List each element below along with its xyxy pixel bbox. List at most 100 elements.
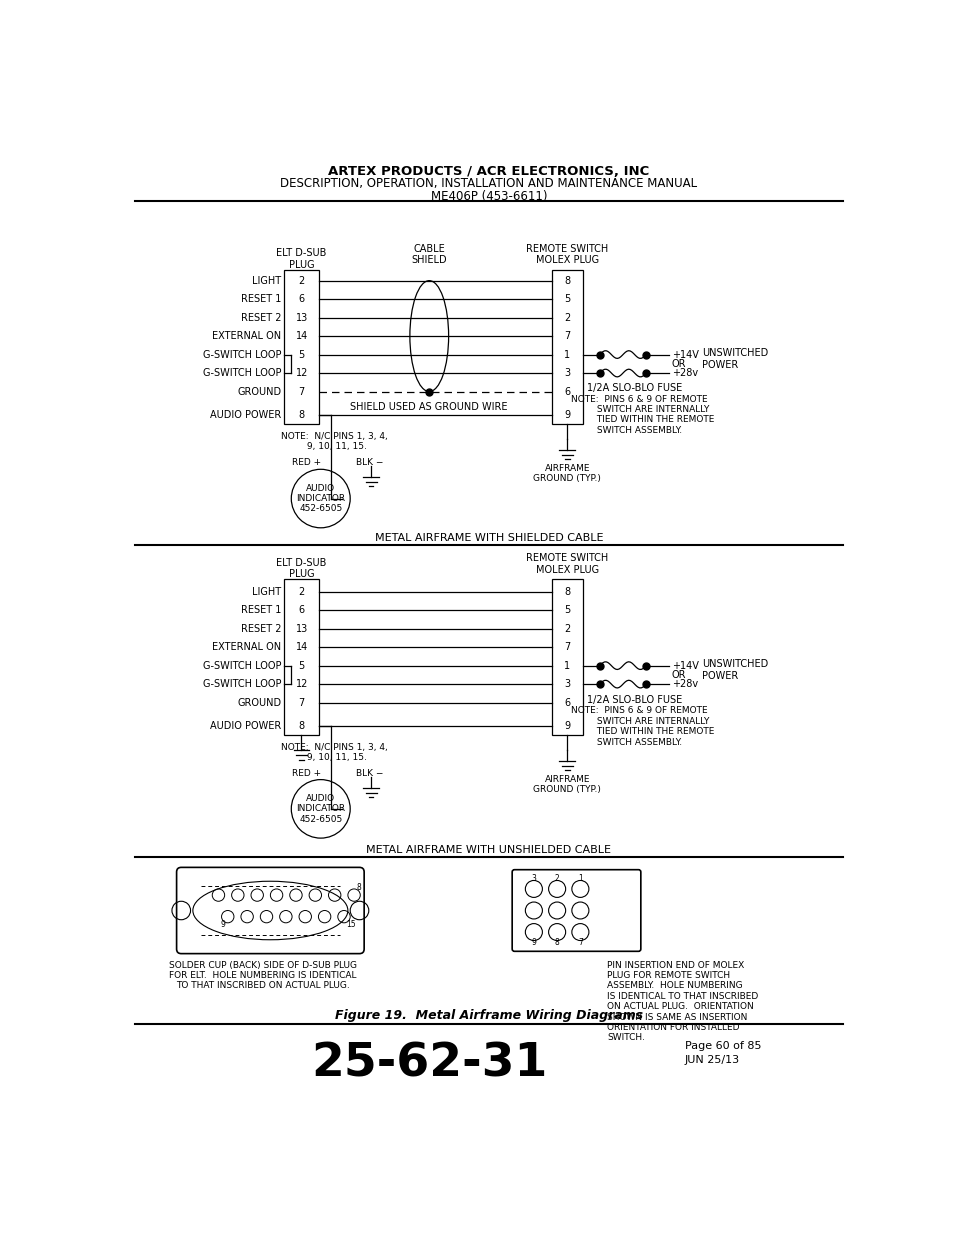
Text: 8: 8 bbox=[298, 410, 305, 420]
Text: 13: 13 bbox=[295, 624, 308, 634]
Text: RESET 1: RESET 1 bbox=[240, 294, 281, 304]
Text: Figure 19.  Metal Airframe Wiring Diagrams: Figure 19. Metal Airframe Wiring Diagram… bbox=[335, 1009, 642, 1023]
Text: 1: 1 bbox=[563, 661, 570, 671]
Text: 12: 12 bbox=[295, 368, 308, 378]
Text: 14: 14 bbox=[295, 331, 308, 341]
Text: AUDIO POWER: AUDIO POWER bbox=[210, 410, 281, 420]
Text: RESET 2: RESET 2 bbox=[240, 312, 281, 322]
Text: BLK −: BLK − bbox=[355, 458, 382, 467]
Text: 5: 5 bbox=[298, 350, 305, 359]
Text: 7: 7 bbox=[578, 937, 582, 946]
Text: 1: 1 bbox=[563, 350, 570, 359]
Text: GROUND: GROUND bbox=[237, 387, 281, 396]
Text: 5: 5 bbox=[563, 294, 570, 304]
Text: 2: 2 bbox=[298, 587, 305, 597]
Text: 6: 6 bbox=[563, 698, 570, 708]
Text: 13: 13 bbox=[295, 312, 308, 322]
Text: CABLE
SHIELD: CABLE SHIELD bbox=[411, 243, 447, 266]
Text: +28v: +28v bbox=[671, 368, 698, 378]
Text: RESET 2: RESET 2 bbox=[240, 624, 281, 634]
Text: 15: 15 bbox=[346, 920, 355, 929]
Text: 3: 3 bbox=[531, 874, 536, 883]
Text: OR: OR bbox=[671, 359, 685, 369]
Text: NOTE:  N/C PINS 1, 3, 4,
         9, 10, 11, 15.: NOTE: N/C PINS 1, 3, 4, 9, 10, 11, 15. bbox=[281, 742, 388, 762]
Text: 14: 14 bbox=[295, 642, 308, 652]
Text: 9: 9 bbox=[563, 410, 570, 420]
Text: 8: 8 bbox=[563, 587, 570, 597]
Text: ELT D-SUB
PLUG: ELT D-SUB PLUG bbox=[276, 248, 326, 270]
Text: 9: 9 bbox=[220, 920, 225, 929]
Text: +14V: +14V bbox=[671, 350, 698, 359]
Text: +28v: +28v bbox=[671, 679, 698, 689]
Text: 5: 5 bbox=[298, 661, 305, 671]
Text: 12: 12 bbox=[295, 679, 308, 689]
Text: ARTEX PRODUCTS / ACR ELECTRONICS, INC: ARTEX PRODUCTS / ACR ELECTRONICS, INC bbox=[328, 165, 649, 178]
Text: 25-62-31: 25-62-31 bbox=[311, 1041, 547, 1087]
Text: EXTERNAL ON: EXTERNAL ON bbox=[212, 331, 281, 341]
Text: G-SWITCH LOOP: G-SWITCH LOOP bbox=[202, 350, 281, 359]
Text: 2: 2 bbox=[298, 275, 305, 285]
Text: GROUND: GROUND bbox=[237, 698, 281, 708]
Text: EXTERNAL ON: EXTERNAL ON bbox=[212, 642, 281, 652]
Text: NOTE:  PINS 6 & 9 OF REMOTE
         SWITCH ARE INTERNALLY
         TIED WITHIN : NOTE: PINS 6 & 9 OF REMOTE SWITCH ARE IN… bbox=[571, 395, 714, 435]
Text: 3: 3 bbox=[563, 679, 570, 689]
Text: 3: 3 bbox=[563, 368, 570, 378]
Text: JUN 25/13: JUN 25/13 bbox=[684, 1055, 740, 1066]
Text: UNSWITCHED
POWER: UNSWITCHED POWER bbox=[701, 348, 767, 370]
Text: METAL AIRFRAME WITH UNSHIELDED CABLE: METAL AIRFRAME WITH UNSHIELDED CABLE bbox=[366, 845, 611, 855]
Text: ME406P (453-6611): ME406P (453-6611) bbox=[430, 190, 547, 203]
Text: Page 60 of 85: Page 60 of 85 bbox=[684, 1041, 760, 1051]
Text: 8: 8 bbox=[356, 883, 361, 892]
Text: 6: 6 bbox=[298, 605, 305, 615]
Text: 2: 2 bbox=[563, 312, 570, 322]
Text: BLK −: BLK − bbox=[355, 769, 382, 778]
Text: PIN INSERTION END OF MOLEX
PLUG FOR REMOTE SWITCH
ASSEMBLY.  HOLE NUMBERING
IS I: PIN INSERTION END OF MOLEX PLUG FOR REMO… bbox=[607, 961, 758, 1042]
Text: RED +: RED + bbox=[292, 458, 320, 467]
Bar bbox=[551, 579, 582, 735]
Text: 7: 7 bbox=[563, 642, 570, 652]
Text: 1/2A SLO-BLO FUSE: 1/2A SLO-BLO FUSE bbox=[586, 695, 681, 705]
Bar bbox=[551, 270, 582, 424]
Text: ELT D-SUB
PLUG: ELT D-SUB PLUG bbox=[276, 558, 326, 579]
Text: 8: 8 bbox=[554, 937, 558, 946]
Text: 7: 7 bbox=[298, 387, 305, 396]
Text: G-SWITCH LOOP: G-SWITCH LOOP bbox=[202, 368, 281, 378]
Text: LIGHT: LIGHT bbox=[252, 587, 281, 597]
Text: 7: 7 bbox=[563, 331, 570, 341]
Text: REMOTE SWITCH
MOLEX PLUG: REMOTE SWITCH MOLEX PLUG bbox=[525, 243, 608, 266]
Text: 6: 6 bbox=[563, 387, 570, 396]
Text: NOTE:  PINS 6 & 9 OF REMOTE
         SWITCH ARE INTERNALLY
         TIED WITHIN : NOTE: PINS 6 & 9 OF REMOTE SWITCH ARE IN… bbox=[571, 706, 714, 747]
Text: 7: 7 bbox=[298, 698, 305, 708]
Text: 1/2A SLO-BLO FUSE: 1/2A SLO-BLO FUSE bbox=[586, 383, 681, 393]
Bar bbox=[284, 270, 319, 424]
Text: DESCRIPTION, OPERATION, INSTALLATION AND MAINTENANCE MANUAL: DESCRIPTION, OPERATION, INSTALLATION AND… bbox=[280, 178, 697, 190]
Text: OR: OR bbox=[671, 669, 685, 680]
Text: SHIELD USED AS GROUND WIRE: SHIELD USED AS GROUND WIRE bbox=[350, 403, 507, 412]
Text: 8: 8 bbox=[563, 275, 570, 285]
Text: LIGHT: LIGHT bbox=[252, 275, 281, 285]
Text: 2: 2 bbox=[563, 624, 570, 634]
Text: AIRFRAME
GROUND (TYP.): AIRFRAME GROUND (TYP.) bbox=[533, 776, 600, 794]
Text: SOLDER CUP (BACK) SIDE OF D-SUB PLUG
FOR ELT.  HOLE NUMBERING IS IDENTICAL
TO TH: SOLDER CUP (BACK) SIDE OF D-SUB PLUG FOR… bbox=[169, 961, 356, 990]
Text: RESET 1: RESET 1 bbox=[240, 605, 281, 615]
Text: NOTE:  N/C PINS 1, 3, 4,
         9, 10, 11, 15.: NOTE: N/C PINS 1, 3, 4, 9, 10, 11, 15. bbox=[281, 431, 388, 451]
Text: 6: 6 bbox=[298, 294, 305, 304]
Text: 9: 9 bbox=[531, 937, 536, 946]
Text: 8: 8 bbox=[298, 721, 305, 731]
Text: 5: 5 bbox=[563, 605, 570, 615]
Text: UNSWITCHED
POWER: UNSWITCHED POWER bbox=[701, 659, 767, 680]
Text: AUDIO POWER: AUDIO POWER bbox=[210, 721, 281, 731]
Text: +14V: +14V bbox=[671, 661, 698, 671]
Text: REMOTE SWITCH
MOLEX PLUG: REMOTE SWITCH MOLEX PLUG bbox=[525, 553, 608, 574]
Text: RED +: RED + bbox=[292, 769, 320, 778]
Text: 1: 1 bbox=[578, 874, 582, 883]
Text: 9: 9 bbox=[563, 721, 570, 731]
Text: AUDIO
INDICATOR
452-6505: AUDIO INDICATOR 452-6505 bbox=[295, 484, 345, 514]
Text: AIRFRAME
GROUND (TYP.): AIRFRAME GROUND (TYP.) bbox=[533, 464, 600, 483]
Text: G-SWITCH LOOP: G-SWITCH LOOP bbox=[202, 661, 281, 671]
Text: 2: 2 bbox=[554, 874, 558, 883]
Text: G-SWITCH LOOP: G-SWITCH LOOP bbox=[202, 679, 281, 689]
Text: AUDIO
INDICATOR
452-6505: AUDIO INDICATOR 452-6505 bbox=[295, 794, 345, 824]
Bar bbox=[284, 579, 319, 735]
Text: METAL AIRFRAME WITH SHIELDED CABLE: METAL AIRFRAME WITH SHIELDED CABLE bbox=[375, 534, 602, 543]
